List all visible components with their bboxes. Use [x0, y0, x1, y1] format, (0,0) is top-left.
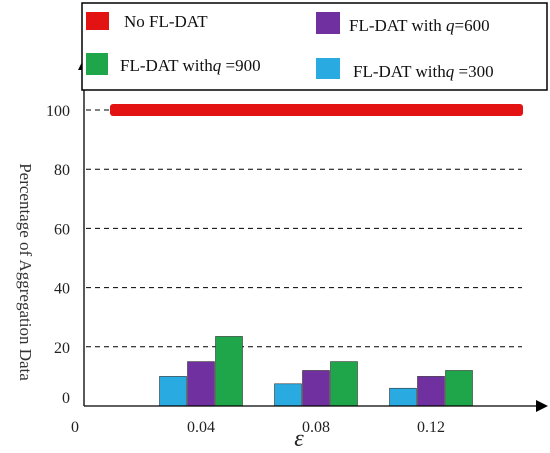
x-axis-arrow — [536, 400, 548, 412]
bar — [215, 336, 243, 407]
bar — [159, 376, 187, 407]
y-tick-label: 20 — [54, 340, 70, 357]
origin-label: 0 — [71, 419, 79, 436]
y-tick-label: 60 — [54, 221, 70, 238]
bar — [187, 361, 215, 407]
y-tick-label: 100 — [46, 103, 70, 120]
x-tick-label: 0.08 — [302, 419, 330, 436]
legend-label-q900: FL-DAT withq =900 — [120, 56, 261, 75]
legend-label-no-fl-dat: No FL-DAT — [124, 12, 208, 31]
y-tick-labels: 0 20 40 60 80 100 — [46, 103, 70, 407]
legend-swatch-q900 — [86, 53, 108, 75]
x-tick-label: 0.12 — [417, 419, 445, 436]
legend-q900-suffix: =900 — [221, 56, 260, 75]
y-tick-label: 40 — [54, 281, 70, 298]
legend-swatch-q600 — [316, 12, 340, 34]
x-tick-labels: 0.04 0.08 0.12 — [187, 419, 445, 436]
legend-swatch-no-fl-dat — [86, 12, 109, 30]
bar — [417, 376, 445, 407]
legend-label-q600: FL-DAT with q=600 — [349, 16, 490, 35]
legend-label-q300: FL-DAT withq =300 — [353, 62, 494, 81]
bars — [159, 336, 473, 407]
bar — [330, 361, 358, 407]
legend-q600-prefix: FL-DAT with — [349, 16, 446, 35]
y-tick-label: 80 — [54, 162, 70, 179]
legend-q300-suffix: =300 — [454, 62, 493, 81]
legend-box — [81, 2, 548, 91]
legend-q300-var: q — [446, 62, 455, 81]
bar — [445, 370, 473, 407]
x-tick-label: 0.04 — [187, 419, 215, 436]
y-axis-title: Percentage of Aggregation Data — [16, 163, 35, 381]
no-fl-dat-bar — [110, 104, 523, 116]
gridlines — [86, 109, 522, 348]
legend: No FL-DAT FL-DAT with q=600 FL-DAT withq… — [81, 2, 548, 91]
bar — [389, 387, 417, 407]
legend-q600-suffix: =600 — [454, 16, 489, 35]
x-axis-title: ε — [294, 426, 304, 452]
legend-swatch-q300 — [316, 58, 340, 79]
bar — [274, 383, 302, 407]
legend-q900-var: q — [213, 56, 222, 75]
y-tick-label: 0 — [62, 390, 70, 407]
legend-q900-prefix: FL-DAT with — [120, 56, 213, 75]
legend-q300-prefix: FL-DAT with — [353, 62, 446, 81]
bar — [302, 370, 330, 407]
legend-q600-var: q — [446, 16, 455, 35]
